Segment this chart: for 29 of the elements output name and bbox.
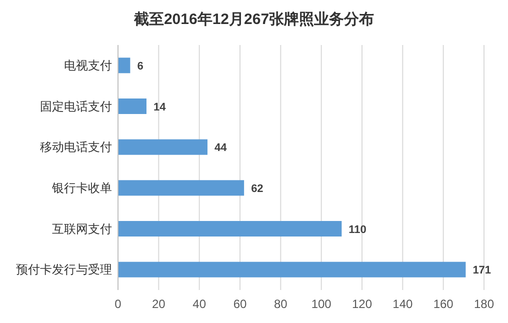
x-tick-label: 100 (311, 297, 332, 311)
bar (118, 139, 208, 155)
bar (118, 58, 130, 74)
x-tick-label: 180 (474, 297, 494, 311)
y-tick-label: 互联网支付 (52, 222, 112, 236)
y-tick-label: 预付卡发行与受理 (16, 262, 112, 277)
y-tick-label: 电视支付 (64, 58, 112, 72)
data-label: 62 (251, 182, 264, 195)
chart-title: 截至2016年12月267张牌照业务分布 (132, 11, 374, 28)
x-tick-label: 160 (433, 297, 454, 311)
x-tick-label: 20 (152, 297, 166, 311)
y-tick-label: 移动电话支付 (40, 140, 112, 154)
data-label: 6 (137, 60, 144, 72)
bar (118, 98, 146, 114)
bar (118, 220, 342, 237)
y-tick-label: 固定电话支付 (40, 99, 112, 114)
x-tick-label: 40 (192, 297, 206, 311)
y-tick-label: 银行卡收单 (51, 180, 112, 195)
data-label: 44 (214, 142, 228, 154)
data-label: 110 (348, 224, 366, 236)
data-label: 171 (472, 264, 492, 277)
x-tick-label: 120 (352, 297, 372, 311)
data-label: 14 (153, 101, 167, 114)
x-tick-label: 140 (392, 297, 413, 311)
bar (118, 180, 244, 196)
x-tick-label: 80 (274, 297, 288, 311)
x-tick-label: 0 (114, 297, 122, 311)
bar (118, 262, 466, 278)
x-tick-label: 60 (233, 297, 247, 311)
